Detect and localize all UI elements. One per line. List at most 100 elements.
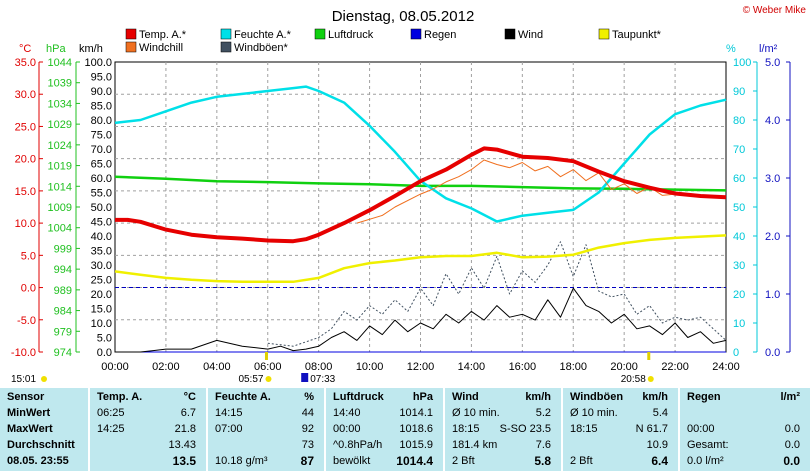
day-length-label: 15:01 [11,374,36,385]
stats-table: Sensor MinWert MaxWert Durchschnitt 08.05. 2… [0,388,810,471]
humidity-tick-label: 70 [733,144,745,156]
legend-swatch [314,28,326,40]
stats-column: Regen l/m² 00:00 0.0 Gesamt: 0.0 0.0 l/m² 0.0 [678,388,810,471]
stats-cell-value: 73 [301,439,314,451]
temp-tick-label: 10.0 [15,218,36,230]
humidity-line [114,85,727,223]
sunrise-icon [265,376,272,382]
stats-header-unit: °C [183,391,196,403]
x-tick-label: 02:00 [152,361,180,373]
stats-cell-note: 06:25 [97,407,125,419]
wind-tick-label: 45.0 [91,217,112,229]
stats-header-unit: % [304,391,314,403]
x-tick-label: 14:00 [458,361,486,373]
legend-label: Regen [424,29,456,41]
stats-cell-note: 14:25 [97,423,125,435]
wind-tick-label: 95.0 [91,72,112,84]
stats-header-unit: l/m² [780,391,800,403]
stats-cell-value: 5.2 [535,407,551,419]
pressure-line [114,175,727,192]
wind-tick-label: 35.0 [91,246,112,258]
stats-cell-value: 21.8 [174,423,196,435]
stats-column: Temp. A. °C 06:25 6.7 14:25 21.8 13.43 13.5 [88,388,206,471]
legend-swatch [125,41,137,53]
stats-column: Sensor MinWert MaxWert Durchschnitt 08.05. 2… [0,388,88,471]
wind-tick-label: 15.0 [91,304,112,316]
dewpoint-line [114,234,727,284]
wind-tick-label: 30.0 [91,260,112,272]
wind-tick-label: 55.0 [91,188,112,200]
humidity-tick-label: 10 [733,318,745,330]
stats-row-label: 08.05. 23:55 [7,455,69,467]
temp-tick-label: 30.0 [15,89,36,101]
humidity-tick-label: 90 [733,86,745,98]
temp-tick-label: 35.0 [15,57,36,69]
legend-label: Luftdruck [328,29,374,41]
stats-cell-value: 6.4 [651,454,668,468]
stats-cell-note: 2 Bft [452,455,475,467]
stats-cell-value: 92 [301,423,314,435]
stats-cell-value: 5.4 [652,407,668,419]
stats-cell-value: 0.0 [784,423,800,435]
daylight-marker-label: 07:33 [310,374,335,385]
stats-cell-note: 00:00 [687,423,715,435]
stats-cell-note: 0.0 l/m² [687,455,724,467]
stats-cell-value: 1014.1 [399,407,433,419]
stats-cell-value: 44 [301,407,314,419]
humidity-tick-label: 20 [733,289,745,301]
humidity-tick-label: 50 [733,202,745,214]
stats-cell-note: 2 Bft [570,455,593,467]
stats-column: Wind km/h Ø 10 min. 5.2 18:15 S-SO 23.5 181.4 … [443,388,561,471]
chart-legend: Temp. A.* Feuchte A.* Luftdruck Regen Wind Ta… [125,28,662,54]
stats-cell-note: 07:00 [215,423,243,435]
humidity-tick-label: 100 [733,57,751,69]
x-tick-label: 20:00 [610,361,638,373]
humidity-tick-label: 60 [733,173,745,185]
stats-cell-note: 10.18 g/m³ [215,455,268,467]
humidity-axis-unit: % [726,43,736,55]
legend-label: Wind [518,29,543,41]
wind-tick-label: 65.0 [91,159,112,171]
stats-cell-value: 13.43 [168,439,196,451]
wind-axis-unit: km/h [79,43,103,55]
sun-icon [41,376,47,382]
stats-cell-note: Ø 10 min. [452,407,500,419]
wind-tick-label: 50.0 [91,202,112,214]
stats-cell-value: 0.0 [784,439,800,451]
x-tick-label: 00:00 [101,361,129,373]
pressure-tick-label: 1034 [48,98,72,110]
x-tick-label: 16:00 [509,361,537,373]
temp-tick-label: -5.0 [17,315,36,327]
x-tick-label: 08:00 [305,361,333,373]
stats-cell-value: 13.5 [172,454,196,468]
wind-tick-label: 75.0 [91,130,112,142]
stats-header-label: Windböen [570,391,624,403]
pressure-tick-label: 1029 [48,119,72,131]
temp-tick-label: 5.0 [21,250,36,262]
sun-markers: 15:01 05:57 07:33 20:58 [11,352,654,385]
x-tick-label: 18:00 [559,361,587,373]
legend-label: Feuchte A.* [234,29,292,41]
rain-tick-label: 0.0 [765,347,780,359]
wind-tick-label: 0.0 [97,347,112,359]
rain-tick-label: 3.0 [765,173,780,185]
wind-tick-label: 100.0 [84,57,112,69]
stats-cell-value: 6.7 [180,407,196,419]
legend-label: Temp. A.* [139,29,187,41]
x-tick-label: 24:00 [712,361,740,373]
stats-cell-note: 14:40 [333,407,361,419]
rain-tick-label: 1.0 [765,289,780,301]
x-tick-label: 04:00 [203,361,231,373]
x-tick-label: 22:00 [661,361,689,373]
wind-tick-label: 40.0 [91,231,112,243]
pressure-tick-label: 1004 [48,223,72,235]
daylight-marker-icon [301,373,309,382]
chart-title: Dienstag, 08.05.2012 [332,8,475,25]
pressure-tick-label: 1019 [48,161,72,173]
pressure-tick-label: 1009 [48,202,72,214]
pressure-tick-label: 999 [54,243,72,255]
x-tick-label: 06:00 [254,361,282,373]
wind-tick-label: 90.0 [91,86,112,98]
temperature-line [115,146,727,244]
stats-header-label: Temp. A. [97,391,143,403]
